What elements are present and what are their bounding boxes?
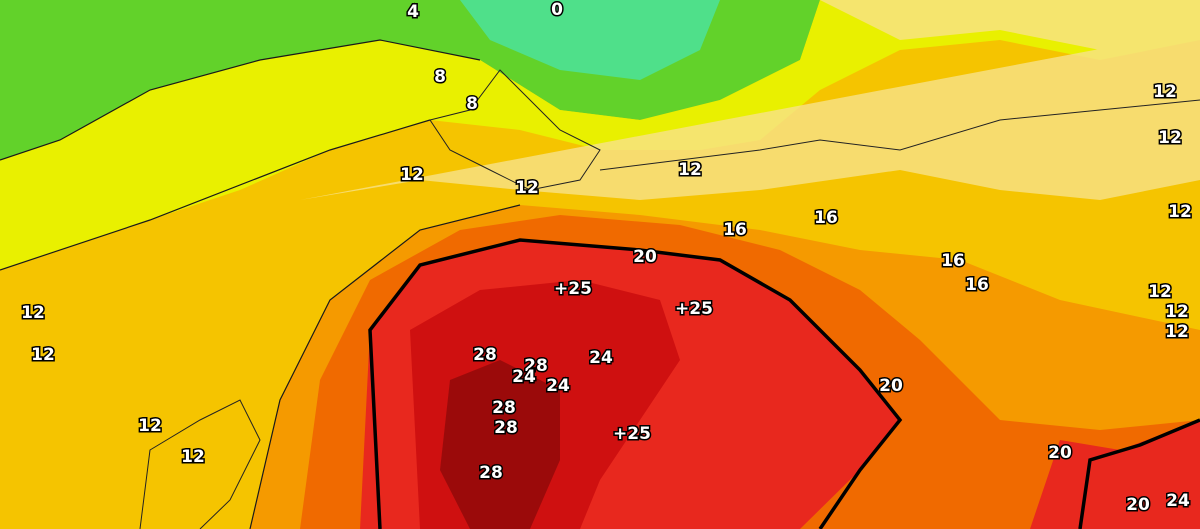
- map-label: 12: [515, 178, 539, 198]
- map-label: 12: [1168, 202, 1192, 222]
- map-label: 16: [814, 208, 838, 228]
- map-label: 24: [546, 376, 570, 396]
- map-label: 12: [31, 345, 55, 365]
- map-label: 8: [466, 94, 478, 114]
- labels: 4 0 8 8 12 12 12 16 16 20 +25 +25 16 16 …: [20, 0, 1194, 517]
- map-label: 28: [479, 463, 503, 483]
- map-label: 16: [723, 220, 747, 240]
- map-label: 12: [1148, 282, 1172, 302]
- map-label: 12: [1165, 302, 1189, 322]
- coastlines: [139, 69, 1200, 529]
- map-label: 20: [1126, 495, 1150, 515]
- map-label: 12: [400, 165, 424, 185]
- map-label: 28: [473, 345, 497, 365]
- map-label: 12: [181, 447, 205, 467]
- map-label: 12: [1158, 128, 1182, 148]
- map-label: 16: [965, 275, 989, 295]
- map-label: +25: [613, 424, 651, 444]
- map-label: 20: [633, 247, 657, 267]
- map-label: 20: [879, 376, 903, 396]
- map-label: 12: [138, 416, 162, 436]
- map-label: 8: [434, 67, 446, 87]
- map-label: 24: [589, 348, 613, 368]
- isolines: [0, 39, 1200, 529]
- map-label: +25: [675, 299, 713, 319]
- map-label: 16: [941, 251, 965, 271]
- map-label: 12: [1153, 82, 1177, 102]
- map-label: 12: [678, 160, 702, 180]
- map-label: 24: [1166, 491, 1190, 511]
- map-label: 28: [524, 356, 548, 376]
- map-label: 28: [492, 398, 516, 418]
- map-label: 20: [1048, 443, 1072, 463]
- map-label: 4: [407, 2, 419, 22]
- map-label: 12: [1165, 322, 1189, 342]
- map-label: 12: [21, 303, 45, 323]
- map-label: +25: [554, 279, 592, 299]
- map-label: 28: [494, 418, 518, 438]
- map-label: 0: [551, 0, 563, 20]
- map-label: 24: [512, 367, 536, 387]
